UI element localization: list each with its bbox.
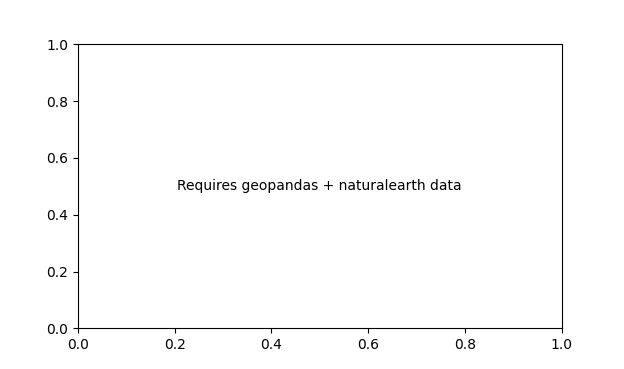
Text: Requires geopandas + naturalearth data: Requires geopandas + naturalearth data <box>177 179 462 193</box>
